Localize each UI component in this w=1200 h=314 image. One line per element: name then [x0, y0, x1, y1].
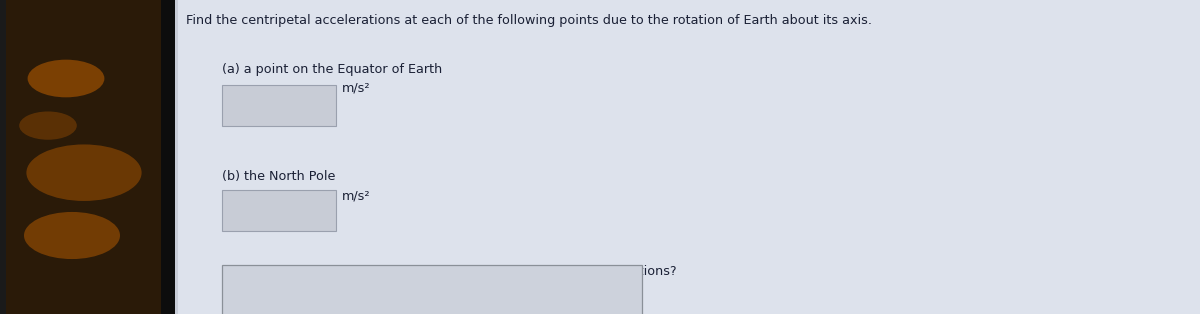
Bar	[178, 0, 1200, 314]
Text: (b) the North Pole: (b) the North Pole	[222, 170, 335, 182]
Ellipse shape	[24, 212, 120, 259]
Bar	[222, 265, 642, 314]
Ellipse shape	[28, 60, 104, 97]
Bar	[0, 0, 170, 314]
Text: m/s²: m/s²	[342, 190, 371, 203]
Text: (a) a point on the Equator of Earth: (a) a point on the Equator of Earth	[222, 63, 443, 76]
Bar	[161, 0, 175, 314]
Bar	[6, 0, 168, 314]
Ellipse shape	[19, 111, 77, 140]
Text: m/s²: m/s²	[342, 81, 371, 95]
Bar	[222, 85, 336, 126]
Ellipse shape	[26, 144, 142, 201]
Text: (c) What two forces combine to create these centripetal accelerations?: (c) What two forces combine to create th…	[222, 265, 677, 278]
Text: Find the centripetal accelerations at each of the following points due to the ro: Find the centripetal accelerations at ea…	[186, 14, 872, 27]
Bar	[222, 190, 336, 231]
